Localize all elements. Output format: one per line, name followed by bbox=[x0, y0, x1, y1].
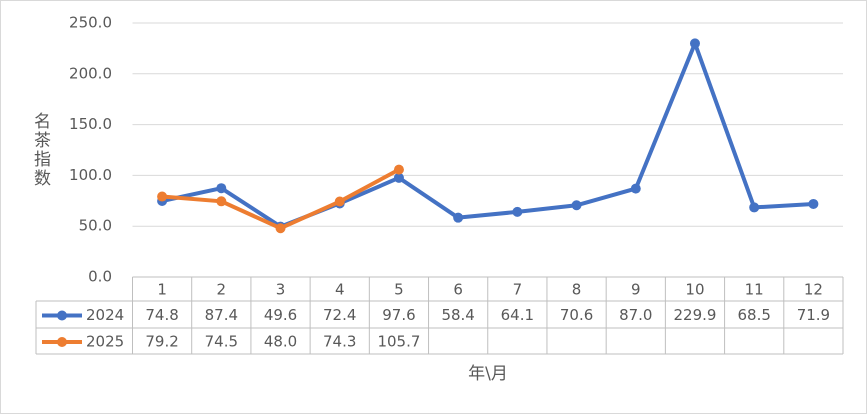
legend-marker bbox=[57, 310, 67, 321]
table-value: 74.3 bbox=[323, 333, 356, 351]
table-value: 72.4 bbox=[323, 306, 356, 324]
table-value: 87.4 bbox=[205, 306, 238, 324]
y-tick-label: 100.0 bbox=[69, 166, 112, 184]
series-marker bbox=[689, 38, 700, 49]
x-tick-label: 1 bbox=[157, 281, 167, 299]
table-value: 49.6 bbox=[264, 306, 297, 324]
table-value: 68.5 bbox=[737, 306, 770, 324]
x-tick-label: 5 bbox=[394, 281, 404, 299]
x-tick-label: 12 bbox=[804, 281, 823, 299]
legend-label: 2024 bbox=[86, 306, 124, 324]
series-marker bbox=[808, 198, 819, 209]
table-value: 48.0 bbox=[264, 333, 297, 351]
series-marker bbox=[334, 196, 345, 207]
y-tick-label: 0.0 bbox=[88, 268, 112, 286]
x-tick-label: 3 bbox=[276, 281, 286, 299]
series-marker bbox=[216, 196, 227, 207]
series-marker bbox=[157, 191, 168, 202]
legend-marker bbox=[57, 337, 67, 347]
x-tick-label: 4 bbox=[335, 281, 345, 299]
table-value: 97.6 bbox=[382, 306, 415, 324]
table-value: 71.9 bbox=[797, 306, 830, 324]
series-marker bbox=[216, 183, 227, 194]
y-tick-label: 200.0 bbox=[69, 64, 112, 82]
x-tick-label: 11 bbox=[745, 281, 764, 299]
series-marker bbox=[453, 212, 464, 223]
series-marker bbox=[275, 223, 286, 234]
x-tick-label: 8 bbox=[572, 281, 582, 299]
y-tick-label: 250.0 bbox=[69, 14, 112, 32]
x-tick-label: 9 bbox=[631, 281, 641, 299]
x-axis-title: 年\月 bbox=[468, 364, 508, 384]
table-value: 105.7 bbox=[377, 333, 420, 351]
table-value: 58.4 bbox=[441, 306, 474, 324]
table-value: 64.1 bbox=[501, 306, 534, 324]
legend-label: 2025 bbox=[86, 333, 124, 351]
table-value: 74.5 bbox=[205, 333, 238, 351]
x-tick-label: 6 bbox=[453, 281, 463, 299]
table-value: 70.6 bbox=[560, 306, 593, 324]
series-marker bbox=[393, 172, 404, 183]
series-marker bbox=[749, 202, 760, 213]
table-value: 74.8 bbox=[145, 306, 178, 324]
series-line bbox=[161, 41, 814, 229]
table-value: 87.0 bbox=[619, 306, 652, 324]
series-marker bbox=[571, 200, 582, 211]
series-marker bbox=[393, 164, 404, 175]
y-tick-label: 50.0 bbox=[79, 217, 112, 235]
x-tick-label: 10 bbox=[685, 281, 704, 299]
y-tick-label: 150.0 bbox=[69, 115, 112, 133]
y-axis-title: 名茶指数 bbox=[30, 112, 51, 188]
series-marker bbox=[630, 183, 641, 194]
table-value: 229.9 bbox=[674, 306, 717, 324]
x-tick-label: 2 bbox=[217, 281, 227, 299]
x-tick-label: 7 bbox=[513, 281, 523, 299]
series-marker bbox=[512, 206, 523, 217]
table-value: 79.2 bbox=[145, 333, 178, 351]
